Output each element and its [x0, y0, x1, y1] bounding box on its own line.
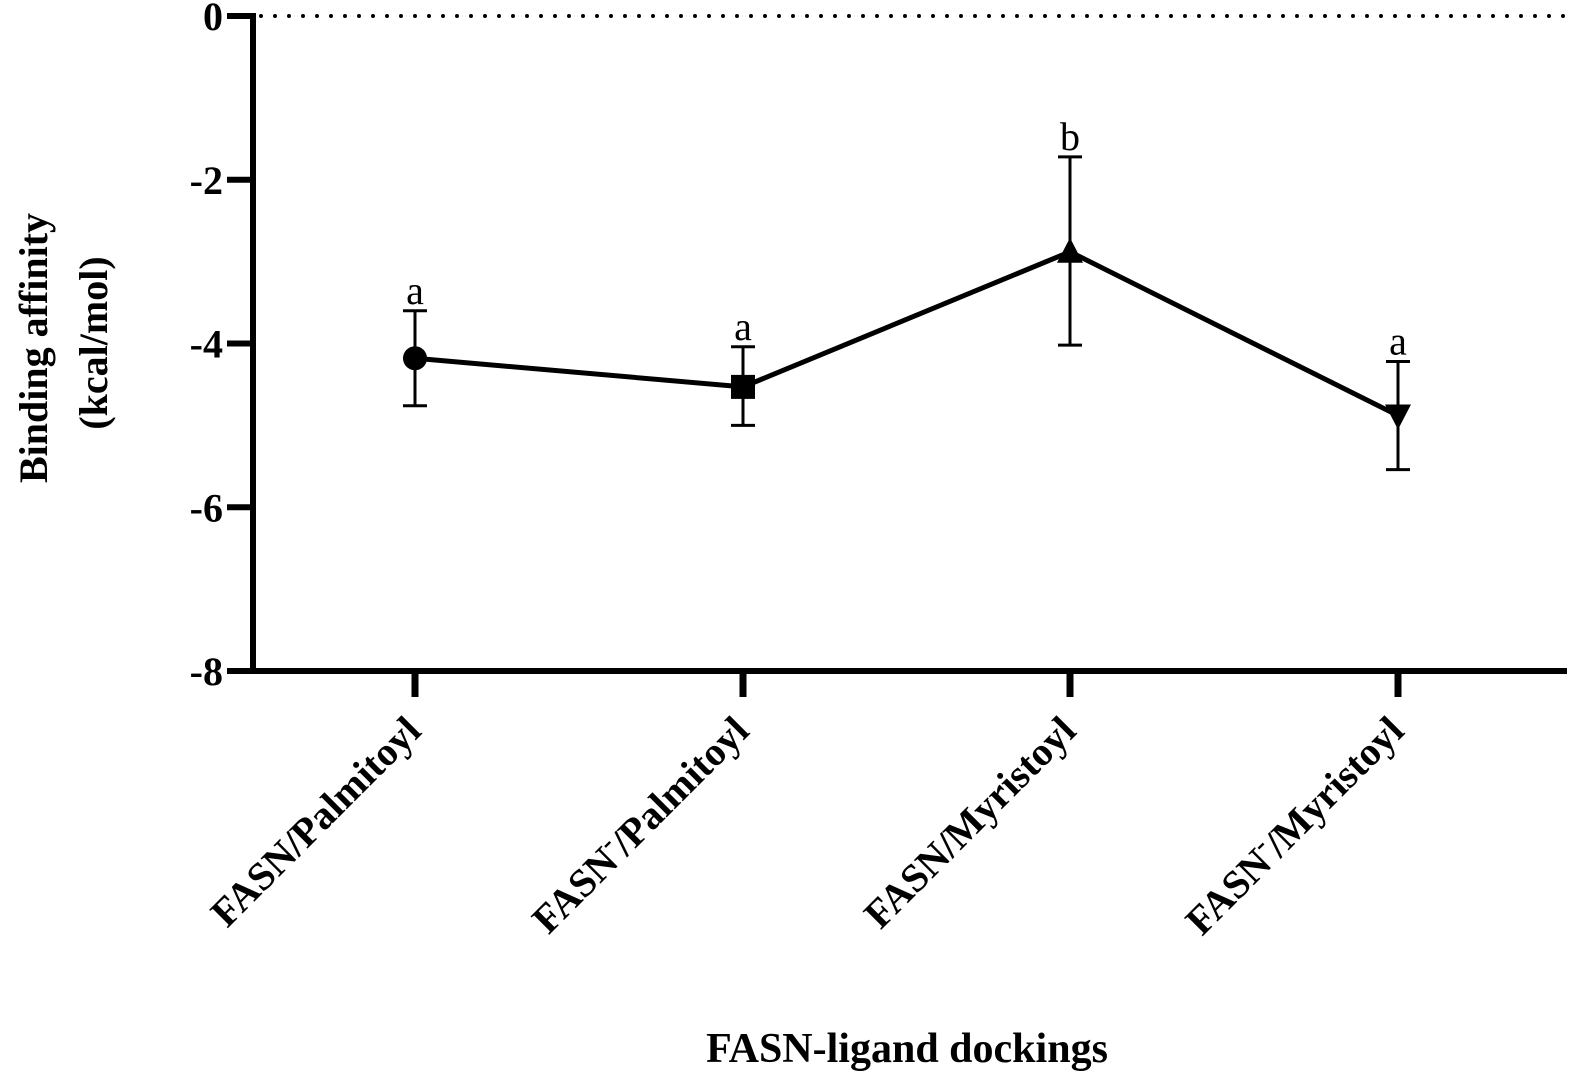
x-tick-label-suffix: /Myristoyl: [926, 708, 1084, 866]
significance-letter: b: [1060, 114, 1080, 159]
y-tick-label: -8: [190, 649, 223, 694]
data-point-triangle-down: [1385, 404, 1411, 430]
y-axis-label-line2: (kcal/mol): [71, 256, 116, 429]
y-axis-label: Binding affinity (kcal/mol): [11, 203, 116, 483]
y-tick-label: -2: [190, 158, 223, 203]
x-tick-label-suffix: /Myristoyl: [1254, 708, 1412, 866]
significance-letter: a: [1389, 319, 1407, 364]
y-tick-label: -6: [190, 485, 223, 530]
x-tick-label-suffix: /Palmitoyl: [601, 708, 758, 865]
series-line: [414, 249, 1400, 418]
significance-letter: a: [734, 304, 752, 349]
data-point-circle: [403, 346, 427, 371]
x-tick-label: FASN-/Myristoyl: [1174, 705, 1413, 944]
x-axis-label: FASN-ligand dockings: [706, 1026, 1108, 1072]
x-tick-label-suffix: /Palmitoyl: [273, 708, 430, 865]
data-point-square: [731, 374, 755, 399]
axes: [250, 13, 1567, 674]
data-point-triangle-up: [1057, 237, 1083, 263]
y-axis-label-line1: Binding affinity: [11, 213, 56, 483]
significance-letter: a: [406, 268, 424, 313]
series: a a b a: [403, 114, 1411, 472]
y-tick-label: 0: [203, 0, 223, 39]
x-ticks: FASN/Palmitoyl FASN-/Palmitoyl FASN/Myrist…: [202, 671, 1413, 944]
x-tick-label: FASN/Myristoyl: [855, 708, 1084, 937]
x-tick-label: FASN/Palmitoyl: [202, 708, 430, 936]
x-tick-label: FASN-/Palmitoyl: [520, 705, 757, 942]
y-tick-label: -4: [190, 322, 223, 367]
y-ticks: 0 -2 -4 -6 -8: [190, 0, 253, 694]
